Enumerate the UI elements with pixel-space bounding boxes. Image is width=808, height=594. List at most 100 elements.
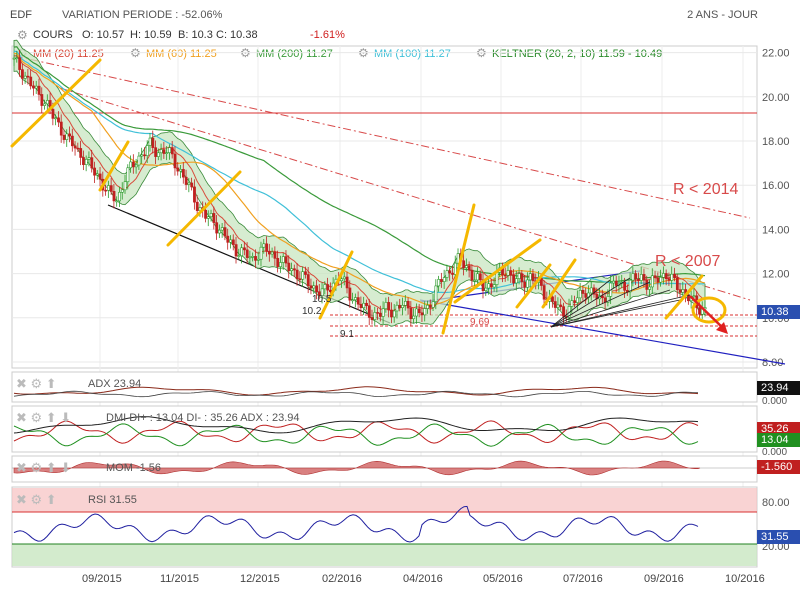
cours-label: COURS: [33, 29, 73, 41]
candle: [379, 305, 382, 322]
candle: [562, 302, 565, 325]
mm20-label: MM (20) 11.25: [33, 48, 104, 60]
open-value: O: 10.57: [82, 29, 125, 41]
candle: [243, 241, 246, 256]
candle: [234, 236, 238, 264]
x-tick-label: 02/2016: [322, 573, 362, 585]
candle: [428, 299, 432, 316]
candle: [509, 266, 513, 283]
candle: [162, 141, 166, 159]
keltner-band: [13, 39, 706, 327]
close-icon[interactable]: ✖ ⚙ ⬆: [16, 376, 57, 391]
candle: [678, 282, 682, 299]
candle: [237, 248, 241, 260]
candle: [523, 275, 527, 295]
candle: [306, 267, 310, 294]
candle: [589, 281, 593, 301]
candle: [154, 140, 158, 165]
candle: [181, 162, 185, 184]
ticker-label: EDF: [10, 9, 32, 21]
mom-histogram: [13, 460, 701, 476]
candle: [412, 308, 416, 324]
close-change: -1.61%: [310, 29, 345, 41]
candle: [159, 143, 163, 161]
candle: [656, 272, 660, 290]
x-tick-label: 09/2016: [644, 573, 684, 585]
x-tick-label: 10/2016: [725, 573, 765, 585]
candle: [578, 283, 582, 303]
candle: [57, 111, 60, 127]
candle: [420, 305, 424, 323]
period-label[interactable]: 2 ANS - JOUR: [687, 9, 758, 21]
candle: [553, 295, 557, 314]
candle: [451, 266, 454, 280]
candle: [326, 277, 330, 297]
close-value: C: 10.38: [216, 29, 258, 41]
candle: [165, 146, 169, 161]
dmi-minus-tag: 35.26: [757, 422, 800, 436]
candle: [32, 80, 35, 96]
rsi-title: RSI 31.55: [88, 494, 137, 506]
low-annotation: 9.69: [470, 317, 490, 328]
candle: [148, 133, 152, 152]
mm100-label: MM (100) 11.27: [374, 48, 451, 60]
candle: [229, 235, 232, 249]
candle: [559, 298, 563, 311]
candle: [520, 270, 524, 289]
candle: [298, 271, 302, 285]
candle: [109, 178, 113, 195]
candle: [176, 162, 180, 176]
y-tick-label: 20.00: [762, 92, 790, 104]
gear-icon[interactable]: ⚙: [17, 28, 28, 42]
candle: [40, 87, 44, 113]
candle: [342, 272, 346, 286]
candle: [104, 184, 108, 196]
candle: [675, 274, 679, 298]
candle: [143, 147, 146, 160]
candle: [115, 196, 119, 207]
candle: [373, 306, 377, 327]
candle: [395, 301, 399, 319]
candle: [528, 268, 532, 288]
candle: [673, 267, 676, 282]
mom-title: MOM -1.56: [106, 462, 162, 474]
candle: [212, 206, 216, 230]
y-tick-label: 18.00: [762, 136, 790, 148]
candle: [82, 150, 85, 171]
close-icon[interactable]: ✖ ⚙ ⬆ ⬇: [16, 410, 72, 425]
candle: [434, 279, 438, 310]
candle: [592, 284, 596, 298]
candle: [123, 174, 127, 194]
candle: [134, 158, 138, 174]
candle: [417, 304, 421, 318]
candle: [345, 271, 349, 294]
candle: [220, 223, 224, 238]
candle: [506, 263, 510, 281]
candle: [576, 290, 579, 311]
candle: [168, 144, 171, 160]
close-icon[interactable]: ✖ ⚙ ⬆ ⬇: [16, 460, 72, 475]
candle: [465, 258, 468, 272]
candle: [601, 289, 604, 304]
candle: [140, 147, 144, 164]
legend-bar: ⚙ COURS O: 10.57 H: 10.59 B: 10.3 C: 10.…: [0, 28, 808, 46]
wave-markers: [10, 58, 704, 335]
candle: [387, 296, 391, 318]
candle: [612, 275, 615, 288]
candle: [129, 155, 133, 173]
adx-line: [13, 386, 699, 396]
candle: [98, 166, 102, 187]
close-icon[interactable]: ✖ ⚙ ⬆: [16, 492, 57, 507]
mm200-line: [13, 46, 706, 283]
candle: [254, 249, 257, 269]
candle: [70, 128, 74, 152]
price-tag: 10.38: [757, 305, 800, 319]
candle: [231, 234, 235, 251]
candle: [556, 297, 560, 316]
candle: [359, 296, 363, 314]
adx-zero: 0.000: [762, 396, 788, 407]
candle: [54, 114, 58, 126]
y-tick-label: 14.00: [762, 224, 790, 236]
candle: [448, 266, 452, 281]
